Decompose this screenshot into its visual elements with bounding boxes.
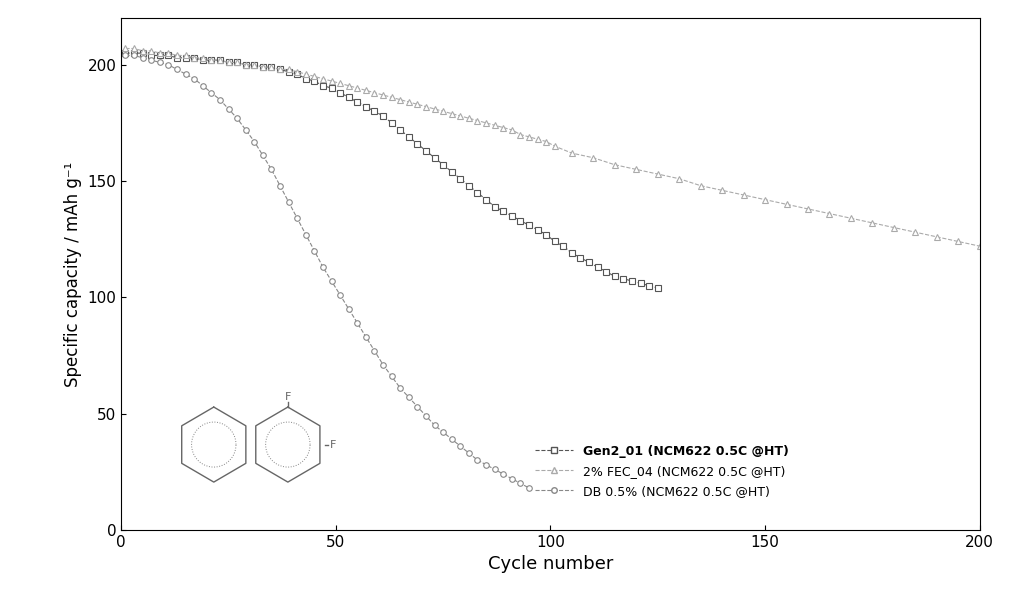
DB 0.5% (NCM622 0.5C @HT) bbox=[239, 126, 251, 133]
Line: DB 0.5% (NCM622 0.5C @HT): DB 0.5% (NCM622 0.5C @HT) bbox=[122, 53, 532, 491]
DB 0.5% (NCM622 0.5C @HT) bbox=[523, 484, 535, 491]
Gen2_01 (NCM622 0.5C @HT) bbox=[489, 203, 501, 210]
DB 0.5% (NCM622 0.5C @HT) bbox=[180, 71, 192, 78]
Gen2_01 (NCM622 0.5C @HT) bbox=[266, 63, 278, 71]
DB 0.5% (NCM622 0.5C @HT) bbox=[291, 214, 303, 222]
DB 0.5% (NCM622 0.5C @HT) bbox=[274, 182, 286, 189]
DB 0.5% (NCM622 0.5C @HT) bbox=[497, 470, 509, 477]
DB 0.5% (NCM622 0.5C @HT) bbox=[360, 333, 372, 340]
Gen2_01 (NCM622 0.5C @HT) bbox=[369, 108, 381, 115]
DB 0.5% (NCM622 0.5C @HT) bbox=[257, 152, 269, 159]
X-axis label: Cycle number: Cycle number bbox=[488, 555, 613, 573]
Line: 2% FEC_04 (NCM622 0.5C @HT): 2% FEC_04 (NCM622 0.5C @HT) bbox=[122, 46, 983, 249]
DB 0.5% (NCM622 0.5C @HT) bbox=[472, 456, 484, 463]
DB 0.5% (NCM622 0.5C @HT) bbox=[231, 114, 243, 122]
DB 0.5% (NCM622 0.5C @HT) bbox=[411, 403, 423, 410]
DB 0.5% (NCM622 0.5C @HT) bbox=[171, 66, 183, 73]
2% FEC_04 (NCM622 0.5C @HT) bbox=[136, 47, 148, 54]
2% FEC_04 (NCM622 0.5C @HT) bbox=[974, 242, 986, 250]
2% FEC_04 (NCM622 0.5C @HT) bbox=[888, 224, 900, 231]
2% FEC_04 (NCM622 0.5C @HT) bbox=[119, 45, 131, 52]
DB 0.5% (NCM622 0.5C @HT) bbox=[136, 54, 148, 62]
Text: F: F bbox=[330, 440, 336, 449]
DB 0.5% (NCM622 0.5C @HT) bbox=[463, 449, 475, 457]
2% FEC_04 (NCM622 0.5C @HT) bbox=[291, 68, 303, 76]
DB 0.5% (NCM622 0.5C @HT) bbox=[317, 264, 329, 271]
DB 0.5% (NCM622 0.5C @HT) bbox=[283, 199, 295, 206]
DB 0.5% (NCM622 0.5C @HT) bbox=[506, 475, 518, 482]
DB 0.5% (NCM622 0.5C @HT) bbox=[308, 247, 320, 255]
DB 0.5% (NCM622 0.5C @HT) bbox=[334, 291, 346, 298]
Gen2_01 (NCM622 0.5C @HT) bbox=[386, 119, 398, 127]
DB 0.5% (NCM622 0.5C @HT) bbox=[454, 443, 467, 450]
Gen2_01 (NCM622 0.5C @HT) bbox=[643, 282, 655, 289]
Gen2_01 (NCM622 0.5C @HT) bbox=[651, 284, 664, 292]
DB 0.5% (NCM622 0.5C @HT) bbox=[163, 61, 175, 68]
Text: F: F bbox=[285, 392, 291, 402]
DB 0.5% (NCM622 0.5C @HT) bbox=[214, 96, 226, 104]
2% FEC_04 (NCM622 0.5C @HT) bbox=[480, 119, 492, 127]
DB 0.5% (NCM622 0.5C @HT) bbox=[197, 82, 209, 90]
DB 0.5% (NCM622 0.5C @HT) bbox=[145, 57, 158, 64]
DB 0.5% (NCM622 0.5C @HT) bbox=[394, 384, 406, 392]
DB 0.5% (NCM622 0.5C @HT) bbox=[266, 166, 278, 173]
DB 0.5% (NCM622 0.5C @HT) bbox=[342, 305, 355, 312]
DB 0.5% (NCM622 0.5C @HT) bbox=[514, 480, 526, 487]
Gen2_01 (NCM622 0.5C @HT) bbox=[119, 49, 131, 57]
Gen2_01 (NCM622 0.5C @HT) bbox=[283, 68, 295, 76]
DB 0.5% (NCM622 0.5C @HT) bbox=[154, 59, 166, 66]
DB 0.5% (NCM622 0.5C @HT) bbox=[445, 435, 458, 443]
DB 0.5% (NCM622 0.5C @HT) bbox=[248, 138, 261, 145]
DB 0.5% (NCM622 0.5C @HT) bbox=[325, 277, 337, 284]
Line: Gen2_01 (NCM622 0.5C @HT): Gen2_01 (NCM622 0.5C @HT) bbox=[122, 51, 661, 290]
DB 0.5% (NCM622 0.5C @HT) bbox=[420, 412, 432, 420]
DB 0.5% (NCM622 0.5C @HT) bbox=[369, 347, 381, 354]
DB 0.5% (NCM622 0.5C @HT) bbox=[119, 52, 131, 59]
DB 0.5% (NCM622 0.5C @HT) bbox=[300, 231, 312, 238]
DB 0.5% (NCM622 0.5C @HT) bbox=[437, 429, 449, 436]
DB 0.5% (NCM622 0.5C @HT) bbox=[489, 466, 501, 473]
2% FEC_04 (NCM622 0.5C @HT) bbox=[411, 100, 423, 108]
DB 0.5% (NCM622 0.5C @HT) bbox=[403, 393, 415, 401]
Legend: Gen2_01 (NCM622 0.5C @HT), 2% FEC_04 (NCM622 0.5C @HT), DB 0.5% (NCM622 0.5C @HT: Gen2_01 (NCM622 0.5C @HT), 2% FEC_04 (NC… bbox=[530, 440, 794, 503]
DB 0.5% (NCM622 0.5C @HT) bbox=[428, 421, 440, 429]
DB 0.5% (NCM622 0.5C @HT) bbox=[188, 75, 200, 82]
DB 0.5% (NCM622 0.5C @HT) bbox=[386, 373, 398, 380]
DB 0.5% (NCM622 0.5C @HT) bbox=[351, 319, 364, 326]
DB 0.5% (NCM622 0.5C @HT) bbox=[128, 52, 140, 59]
DB 0.5% (NCM622 0.5C @HT) bbox=[480, 461, 492, 468]
Y-axis label: Specific capacity / mAh g⁻¹: Specific capacity / mAh g⁻¹ bbox=[64, 161, 82, 387]
2% FEC_04 (NCM622 0.5C @HT) bbox=[342, 82, 355, 90]
DB 0.5% (NCM622 0.5C @HT) bbox=[377, 361, 389, 368]
DB 0.5% (NCM622 0.5C @HT) bbox=[222, 105, 234, 113]
DB 0.5% (NCM622 0.5C @HT) bbox=[205, 89, 217, 96]
